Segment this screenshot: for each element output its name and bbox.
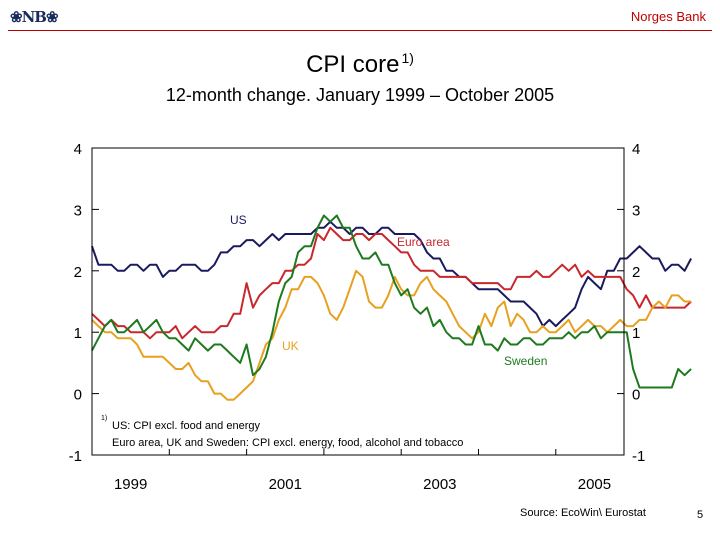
footnote-line-2: Euro area, UK and Sweden: CPI excl. ener…: [112, 437, 463, 449]
header-rule: [8, 30, 712, 31]
series-line-euro-area: [91, 226, 692, 340]
footnote-marker: 1): [101, 415, 107, 422]
x-tick-label: 2001: [269, 476, 302, 493]
y-tick-label-left: 0: [74, 387, 82, 404]
y-tick-label-right: 4: [632, 141, 640, 158]
x-tick-label: 2003: [423, 476, 456, 493]
series-lines: [91, 214, 692, 401]
source-note: Source: EcoWin\ Eurostat: [520, 507, 646, 519]
plot-frame: [91, 147, 625, 456]
y-tick-label-left: -1: [69, 448, 82, 465]
title-footnote-marker: 1): [401, 50, 414, 66]
norges-bank-logo: ❀NB❀: [10, 8, 59, 26]
series-label-euro-area: Euro area: [397, 235, 450, 249]
series-label-uk: UK: [282, 339, 299, 353]
y-tick-label-right: -1: [632, 448, 645, 465]
left-axis-ticks: -1 0 1 2 3 4: [69, 141, 99, 465]
title-text: CPI core: [306, 51, 400, 78]
y-tick-label-left: 1: [74, 325, 82, 342]
chart-title: CPI core 1): [0, 50, 720, 79]
y-tick-label-right: 2: [632, 264, 640, 281]
y-tick-label-right: 3: [632, 202, 640, 219]
bank-name: Norges Bank: [630, 9, 706, 24]
series-label-us: US: [230, 213, 247, 227]
series-line-us: [91, 220, 692, 328]
x-tick-label: 2005: [578, 476, 611, 493]
footnote-line-1: US: CPI excl. food and energy: [112, 420, 260, 432]
series-label-sweden: Sweden: [504, 354, 547, 368]
y-tick-label-left: 3: [74, 202, 82, 219]
y-tick-label-right: 1: [632, 325, 640, 342]
series-labels: US Euro area UK Sweden: [230, 213, 547, 368]
page-number: 5: [697, 509, 704, 521]
footnote: 1) US: CPI excl. food and energy Euro ar…: [101, 415, 463, 449]
y-tick-label-left: 4: [74, 141, 82, 158]
y-tick-label-left: 2: [74, 264, 82, 281]
series-line-uk: [91, 269, 692, 401]
x-tick-label: 1999: [114, 476, 147, 493]
chart-subtitle: 12-month change. January 1999 – October …: [165, 85, 555, 105]
x-axis-ticks: 1999 2001 2003 2005: [91, 449, 611, 493]
y-tick-label-right: 0: [632, 387, 640, 404]
series-line-sweden: [91, 214, 692, 389]
